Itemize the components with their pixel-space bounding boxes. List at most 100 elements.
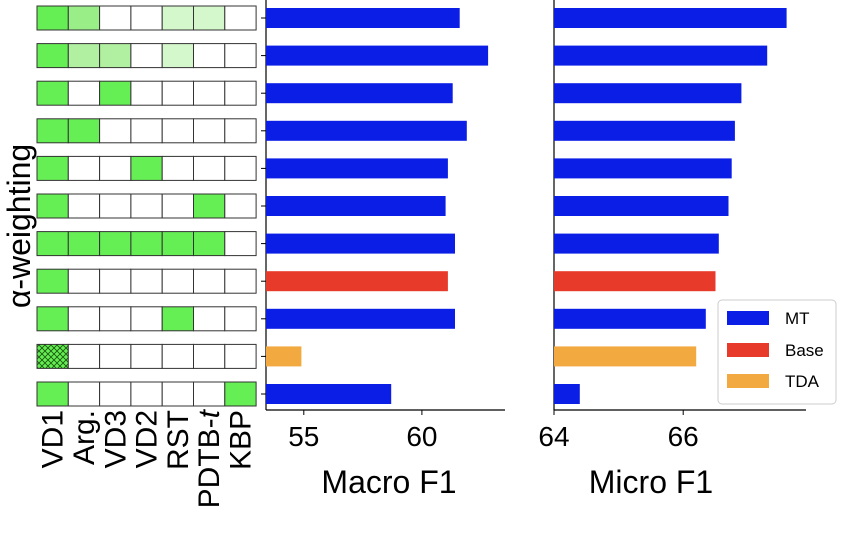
grid-cell [161,43,194,69]
grid-cell [161,118,194,144]
grid-cell [99,343,132,369]
grid-cell [193,43,226,69]
x-axis-title: Macro F1 [321,464,456,500]
bar-mt [266,233,455,254]
grid-cell [99,193,132,219]
legend-swatch-tda [727,374,769,388]
grid-cell [224,118,257,144]
grid-cell [193,381,226,407]
bar-tda [554,346,697,367]
grid-cell [161,381,194,407]
bar-base [266,271,448,292]
grid-cell [161,268,194,294]
grid-column-label: RST [162,410,195,470]
legend-swatch-base [727,343,769,357]
grid-cell [224,43,257,69]
grid-cell [36,231,69,257]
bar-mt [266,308,455,329]
grid-cell [36,155,69,181]
grid-cell [36,5,69,31]
grid-cell [99,231,132,257]
bar-mt [554,83,742,104]
grid-cell [130,268,163,294]
x-tick-label: 64 [538,421,569,452]
grid-cell [67,268,101,294]
grid-cell [130,306,163,332]
grid-cell [67,306,101,332]
grid-cell [36,43,69,69]
bar-mt [554,120,735,141]
grid-cell [224,268,257,294]
y-axis-label: α-weighting [1,144,37,308]
grid-cell [224,80,257,106]
grid-cell [130,80,163,106]
legend-label-base: Base [785,341,824,360]
x-tick-label: 60 [406,421,437,452]
alpha-weighting-grid [36,5,257,407]
grid-cell [161,5,194,31]
bar-mt [554,196,729,216]
grid-cell [161,343,194,369]
bar-mt [266,120,467,141]
bar-tda [266,346,302,367]
bar-mt [554,384,580,404]
grid-cell [161,155,194,181]
bar-mt [554,45,768,66]
grid-cell [193,343,226,369]
grid-cell [99,80,132,106]
grid-cell [224,5,257,31]
grid-cell [193,155,226,181]
grid-cell [130,231,163,257]
grid-cell [193,231,226,257]
legend-swatch-mt [727,311,769,325]
bar-mt [266,8,460,28]
grid-cell [99,5,132,31]
grid-cell [130,155,163,181]
grid-cell [224,231,257,257]
grid-cell [67,43,101,69]
grid-cell [224,306,257,332]
grid-cell [193,118,226,144]
grid-cell [99,155,132,181]
bar-mt [554,233,719,254]
grid-cell [99,306,132,332]
grid-cell [161,80,194,106]
bar-base [554,271,716,292]
grid-cell [99,43,132,69]
grid-column-label: KBP [225,410,258,470]
bar-mt [554,8,787,28]
bar-mt [554,158,732,179]
grid-cell [36,306,69,332]
grid-cell [193,268,226,294]
grid-cell [36,381,69,407]
grid-cell [224,343,257,369]
grid-cell [130,381,163,407]
bar-mt [266,384,392,404]
legend: MT Base TDA [717,299,837,405]
grid-cell [36,268,69,294]
grid-cell [67,193,101,219]
grid-cell [130,118,163,144]
grid-cell [224,193,257,219]
grid-cell [224,381,257,407]
grid-cell [67,343,101,369]
x-tick-label: 55 [288,421,319,452]
bar-mt [266,45,489,66]
grid-cell [67,155,101,181]
grid-cell [193,306,226,332]
bar-mt [266,83,453,104]
grid-cell [99,118,132,144]
grid-column-label: PDTB-t [193,408,226,508]
micro-f1-chart: 64 66 Micro F1 [538,0,806,500]
grid-cell [67,5,101,31]
grid-cell [36,80,69,106]
grid-cell [161,231,194,257]
grid-column-label: Arg. [68,410,101,465]
grid-column-label: VD1 [37,410,70,468]
grid-cell [99,268,132,294]
grid-cell [161,306,194,332]
legend-label-tda: TDA [785,372,820,391]
grid-cell [130,343,163,369]
grid-cell [99,381,132,407]
